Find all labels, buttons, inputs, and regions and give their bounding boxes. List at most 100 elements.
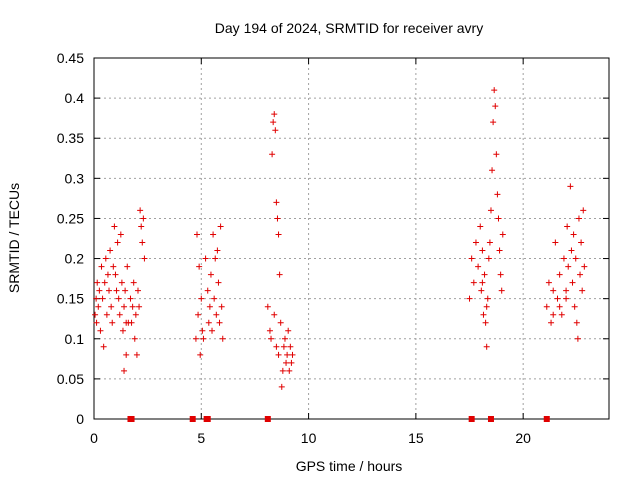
data-point	[115, 295, 122, 302]
x-tick-label: 10	[301, 430, 317, 446]
y-tick-label: 0.3	[65, 170, 85, 186]
data-point	[552, 239, 559, 246]
data-point	[98, 263, 105, 270]
gap-marker	[264, 416, 271, 422]
data-point	[479, 247, 486, 254]
data-point	[558, 311, 565, 318]
data-point	[580, 207, 587, 214]
data-point	[205, 319, 212, 326]
data-point	[271, 311, 278, 318]
data-point	[99, 295, 106, 302]
data-point	[195, 311, 202, 318]
data-point	[283, 359, 290, 366]
data-point	[204, 287, 211, 294]
x-tick-label: 20	[515, 430, 531, 446]
data-point	[575, 215, 582, 222]
data-point	[556, 271, 563, 278]
y-tick-label: 0.1	[65, 331, 85, 347]
data-point	[101, 279, 108, 286]
data-point	[492, 103, 499, 110]
data-point	[131, 335, 138, 342]
data-point	[213, 311, 220, 318]
data-point	[200, 335, 207, 342]
data-point	[288, 359, 295, 366]
data-point	[130, 279, 137, 286]
y-tick-label: 0.45	[57, 50, 84, 66]
data-point	[112, 271, 119, 278]
data-point	[137, 207, 144, 214]
data-point	[139, 239, 146, 246]
data-point	[483, 343, 490, 350]
data-point	[217, 223, 224, 230]
data-point	[571, 303, 578, 310]
data-point	[211, 295, 218, 302]
data-point	[568, 247, 575, 254]
data-point	[477, 223, 484, 230]
data-point	[494, 191, 501, 198]
data-point	[196, 263, 203, 270]
data-point	[114, 239, 121, 246]
data-points	[92, 87, 588, 422]
data-point	[572, 255, 579, 262]
data-point	[550, 287, 557, 294]
data-point	[495, 215, 502, 222]
gap-marker	[468, 416, 475, 422]
data-point	[480, 311, 487, 318]
data-point	[550, 311, 557, 318]
data-point	[93, 295, 100, 302]
data-point	[468, 255, 475, 262]
chart-title: Day 194 of 2024, SRMTID for receiver avr…	[215, 20, 483, 36]
data-point	[280, 343, 287, 350]
y-tick-label: 0.15	[57, 291, 84, 307]
data-point	[574, 335, 581, 342]
grid-lines	[94, 58, 609, 419]
data-point	[192, 335, 199, 342]
data-point	[479, 279, 486, 286]
data-point	[275, 351, 282, 358]
data-point	[210, 231, 217, 238]
data-point	[491, 87, 498, 94]
data-point	[484, 295, 491, 302]
data-point	[276, 271, 283, 278]
data-point	[275, 231, 282, 238]
y-axis-label: SRMTID / TECUs	[6, 183, 22, 293]
data-point	[100, 343, 107, 350]
data-point	[209, 327, 216, 334]
data-point	[141, 255, 148, 262]
data-point	[278, 383, 285, 390]
data-point	[487, 207, 494, 214]
data-point	[194, 231, 200, 238]
data-point	[485, 255, 492, 262]
data-point	[554, 295, 561, 302]
data-point	[199, 327, 206, 334]
data-point	[125, 319, 132, 326]
data-point	[482, 319, 489, 326]
data-point	[206, 303, 213, 310]
data-point	[497, 271, 504, 278]
data-point	[573, 319, 580, 326]
data-point	[132, 311, 139, 318]
data-point	[489, 167, 496, 174]
data-point	[109, 319, 116, 326]
data-point	[96, 287, 103, 294]
data-point	[113, 287, 120, 294]
data-point	[478, 287, 485, 294]
data-point	[281, 335, 288, 342]
data-point	[493, 151, 500, 158]
data-point	[104, 271, 111, 278]
data-point	[198, 295, 205, 302]
data-point	[124, 263, 131, 270]
data-point	[564, 223, 571, 230]
x-tick-label: 15	[408, 430, 424, 446]
data-point	[197, 351, 204, 358]
data-point	[279, 367, 286, 374]
data-point	[216, 319, 223, 326]
y-tick-label: 0	[76, 411, 84, 427]
data-point	[95, 303, 102, 310]
data-point	[202, 255, 209, 262]
data-point	[138, 223, 145, 230]
data-point	[111, 223, 118, 230]
data-point	[570, 231, 577, 238]
data-point	[490, 119, 497, 126]
